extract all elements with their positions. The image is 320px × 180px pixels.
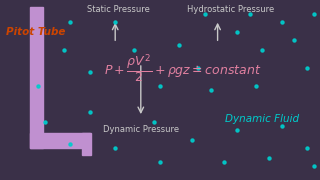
Text: Dynamic Pressure: Dynamic Pressure (103, 125, 179, 134)
Text: Static Pressure: Static Pressure (87, 4, 150, 14)
Polygon shape (30, 7, 43, 148)
Polygon shape (30, 133, 90, 148)
Text: Hydrostatic Pressure: Hydrostatic Pressure (187, 4, 274, 14)
Text: $P + \dfrac{\rho V^2}{2} + \rho g z \doteq constant$: $P + \dfrac{\rho V^2}{2} + \rho g z \dot… (104, 52, 261, 85)
Text: Dynamic Fluid: Dynamic Fluid (225, 114, 300, 124)
Text: Pitot Tube: Pitot Tube (6, 27, 66, 37)
Polygon shape (82, 133, 91, 155)
